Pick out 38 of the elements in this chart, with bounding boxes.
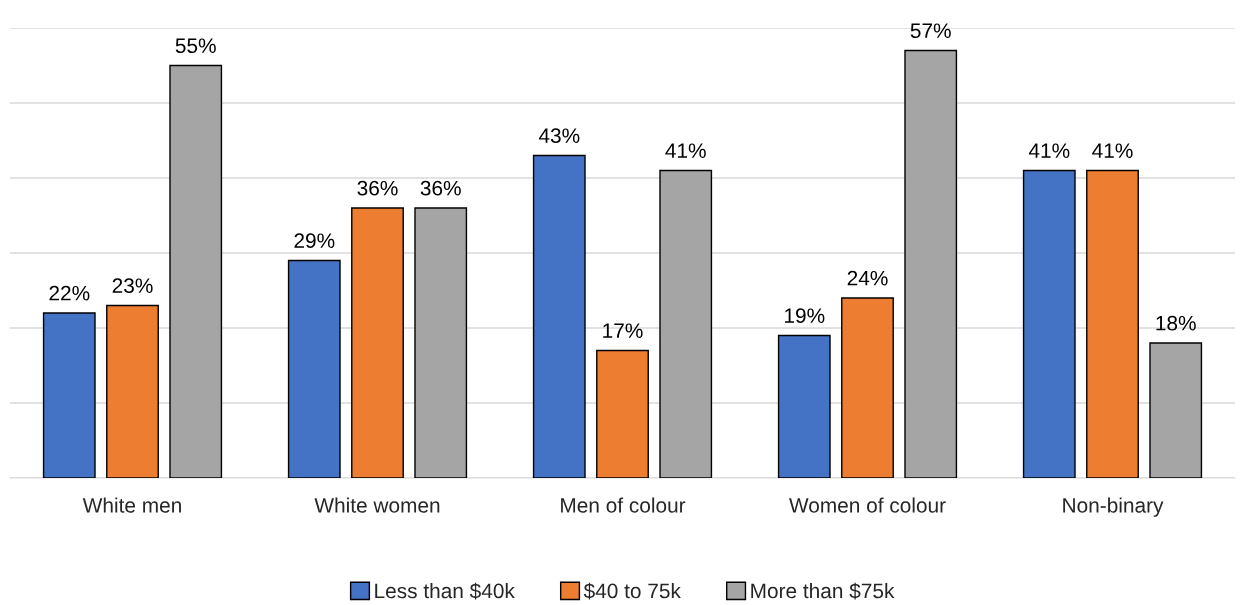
x-tick-label: Men of colour — [561, 497, 686, 513]
data-label: 43% — [538, 128, 580, 144]
data-label: 36% — [420, 180, 461, 196]
data-label: 55% — [175, 38, 216, 54]
data-label: 36% — [357, 180, 398, 196]
x-tick-label: Women of colour — [789, 497, 946, 513]
bar — [351, 207, 404, 478]
data-label: 57% — [910, 23, 951, 39]
data-label: 41% — [665, 143, 706, 158]
bar — [659, 169, 713, 478]
legend-label: $40 to 75k — [583, 582, 681, 600]
bar — [1149, 342, 1203, 478]
data-label: 18% — [1156, 315, 1196, 331]
data-label: 24% — [847, 270, 888, 286]
data-label: 41% — [1092, 143, 1133, 158]
x-tick-label: White men — [82, 497, 181, 513]
bar — [42, 312, 96, 478]
bar — [841, 297, 894, 478]
bar — [596, 349, 649, 478]
data-label: 17% — [603, 323, 643, 338]
bar — [414, 207, 468, 478]
data-label: 23% — [112, 278, 153, 294]
data-label: 29% — [294, 233, 335, 249]
data-label: 19% — [785, 308, 825, 324]
x-tick-label: White women — [314, 497, 440, 513]
bar — [904, 49, 958, 478]
bar — [287, 259, 341, 478]
x-tick-label: Non-binary — [1063, 497, 1164, 517]
bar — [106, 304, 159, 478]
bar — [777, 334, 831, 478]
data-label: 22% — [49, 285, 90, 301]
legend-label: More than $75k — [751, 582, 895, 600]
bar — [532, 154, 586, 478]
bar — [1086, 169, 1139, 478]
data-label: 41% — [1028, 143, 1070, 158]
bar — [169, 64, 223, 478]
bar — [1022, 169, 1076, 478]
legend-label: Less than $40k — [375, 582, 515, 600]
